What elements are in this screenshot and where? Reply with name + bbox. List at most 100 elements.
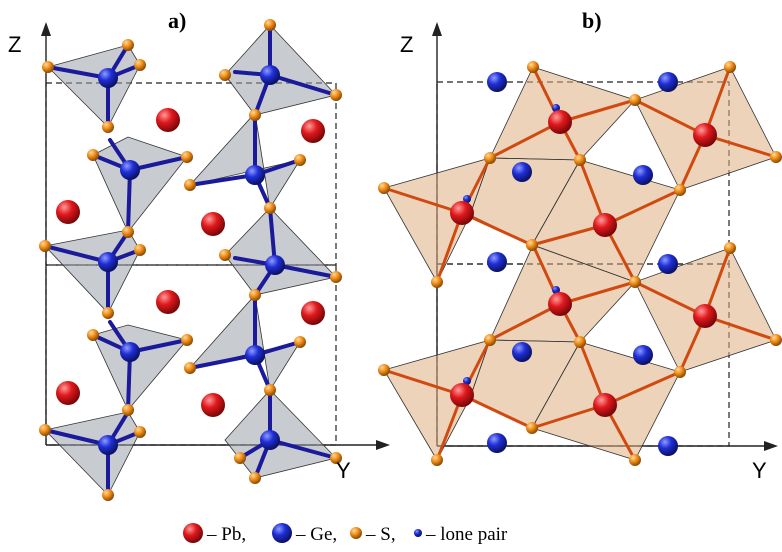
pb-atom [548,110,572,134]
s-atom [181,151,193,163]
s-atom [181,334,193,346]
s-atom [102,307,114,319]
ge-atom [633,165,653,185]
panel-label-b: b) [582,8,602,33]
s-atom [102,489,114,501]
s-atom [87,149,99,161]
s-atom [431,454,443,466]
pb-s-bonds-b [382,65,778,462]
pb-atom [693,123,717,147]
legend-pb-label: – Pb, [206,524,246,545]
z-axis-label-b: Z [400,32,413,57]
ge-atom [98,435,118,455]
s-atoms-a [39,19,342,501]
s-atom [431,276,443,288]
s-atom [629,94,641,106]
s-atom [184,362,196,374]
s-atom [122,404,134,416]
s-atom [249,289,261,301]
s-atom [330,452,342,464]
legend-ge-label: – Ge, [295,524,337,545]
ge-atom [120,160,140,180]
s-atom [629,276,641,288]
s-atom [219,249,231,261]
s-atom [294,154,306,166]
s-atom [234,452,246,464]
y-axis-label-b: Y [752,458,767,483]
ge-atom [487,433,507,453]
panel-a: a) Z Y [8,8,390,501]
ge-atom [260,65,280,85]
pb-atom [301,119,325,143]
ge-atom [120,342,140,362]
s-atom [484,152,496,164]
s-atoms-b [378,61,782,466]
s-atom [674,366,686,378]
pb-atom [56,381,80,405]
panel-label-a: a) [168,8,186,33]
ge-atom [260,430,280,450]
s-atom [724,242,736,254]
s-atom [134,244,146,256]
legend: – Pb, – Ge, – S, – lone pair [183,523,508,545]
s-atom [87,329,99,341]
ge-atoms-b [487,72,678,456]
s-atom [724,61,736,73]
pb-atom [201,212,225,236]
s-atom [134,426,146,438]
pb-atom [156,290,180,314]
s-atom [122,226,134,238]
legend-ge-swatch [272,523,292,543]
s-atom [264,202,276,214]
s-atom [770,151,782,163]
ge-atom [487,72,507,92]
s-atom [122,39,134,51]
s-atom [249,472,261,484]
z-axis-label-a: Z [8,32,21,57]
lone-pair [552,286,560,294]
lone-pairs-b [463,104,560,385]
pb-atom [593,213,617,237]
pb-atom [56,200,80,224]
s-atom [39,424,51,436]
s-atom [249,109,261,121]
legend-lone-pair-label: – lone pair [425,524,508,545]
s-atom [264,19,276,31]
pb-atom [548,292,572,316]
s-atom [527,61,539,73]
pb-atom [693,304,717,328]
s-atom [378,364,390,376]
s-atom [378,182,390,194]
s-atom [330,271,342,283]
s-atom [330,89,342,101]
ge-atom [98,252,118,272]
s-atom [42,61,54,73]
s-atom [184,179,196,191]
pb-atoms-b [450,110,717,417]
ge-atom [658,254,678,274]
pb-atom [156,108,180,132]
s-atom [574,154,586,166]
s-atom [264,384,276,396]
s-atom [674,184,686,196]
pb-atoms-a [56,108,325,417]
s-atom [629,454,641,466]
ge-atom [658,436,678,456]
s-atom [770,334,782,346]
s-atom [484,334,496,346]
pb-atom [593,393,617,417]
ge-atom [245,345,265,365]
legend-s-label: – S, [365,524,396,545]
s-atom [574,336,586,348]
legend-lone-pair-swatch [414,529,422,537]
s-atom [294,336,306,348]
lone-pair [463,195,471,203]
s-atom [134,59,146,71]
lone-pair [463,377,471,385]
s-atom [526,422,538,434]
ge-atom [658,72,678,92]
pb-atom [201,393,225,417]
legend-s-swatch [350,527,362,539]
ge-atom [633,345,653,365]
